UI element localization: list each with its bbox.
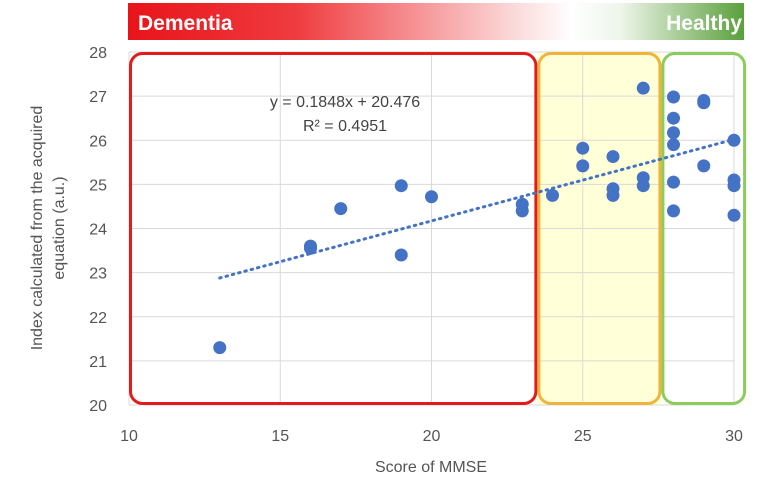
- annotations: y = 0.1848x + 20.476 R² = 0.4951: [270, 94, 420, 135]
- x-tick-label: 20: [423, 428, 441, 445]
- x-tick-label: 30: [725, 428, 743, 445]
- data-point: [727, 133, 741, 147]
- data-point: [667, 175, 680, 189]
- data-point: [334, 202, 348, 216]
- banner-gradient: [128, 3, 744, 40]
- y-tick-label: 23: [89, 266, 107, 283]
- data-point: [636, 81, 650, 95]
- y-tick-label: 22: [89, 310, 107, 327]
- data-point: [213, 341, 227, 355]
- data-point: [667, 111, 680, 125]
- data-point: [667, 138, 680, 152]
- y-tick-label: 27: [89, 89, 107, 106]
- data-point: [697, 159, 711, 173]
- equation-label: y = 0.1848x + 20.476: [270, 94, 420, 111]
- x-axis-title: Score of MMSE: [375, 459, 487, 476]
- data-point: [727, 179, 741, 193]
- y-tick-label: 24: [89, 222, 107, 239]
- data-point: [576, 159, 590, 173]
- y-tick-label: 25: [89, 177, 107, 194]
- data-point: [667, 126, 680, 140]
- data-point: [667, 90, 680, 104]
- data-points: [213, 81, 741, 355]
- trendline: [218, 137, 736, 280]
- x-tick-label: 10: [120, 428, 138, 445]
- data-point: [697, 96, 711, 110]
- y-axis-title-line1: Index calculated from the acquired: [29, 106, 46, 351]
- x-tick-label: 25: [574, 428, 592, 445]
- y-axis-title-line2: equation (a.u.): [51, 176, 68, 279]
- data-point: [394, 248, 408, 262]
- data-point: [606, 188, 620, 202]
- y-tick-label: 21: [89, 354, 107, 371]
- banner-label-dementia: Dementia: [138, 12, 233, 35]
- healthy-region-border: [661, 52, 747, 405]
- data-point: [636, 179, 650, 193]
- axes: 10 15 20 25 30 20 21 22 23 24 25 26 27 28: [89, 45, 743, 445]
- diagnosis-banner: Dementia Healthy: [128, 3, 744, 40]
- y-tick-label: 26: [89, 133, 107, 150]
- x-tick-label: 15: [271, 428, 289, 445]
- data-point: [515, 204, 529, 218]
- data-point: [576, 141, 590, 155]
- dementia-region-border: [129, 52, 538, 405]
- y-tick-label: 28: [89, 45, 107, 62]
- trendline-group: [218, 137, 736, 280]
- data-point: [727, 208, 741, 222]
- data-point: [394, 179, 408, 193]
- data-point: [606, 150, 620, 164]
- banner-label-healthy: Healthy: [666, 12, 742, 35]
- data-point: [425, 190, 438, 204]
- y-tick-label: 20: [89, 398, 107, 415]
- data-point: [667, 204, 680, 218]
- data-point: [546, 188, 559, 202]
- region-borders: [129, 52, 747, 405]
- mid-region-border: [537, 52, 662, 405]
- data-point: [304, 241, 317, 255]
- r-squared-label: R² = 0.4951: [303, 118, 387, 135]
